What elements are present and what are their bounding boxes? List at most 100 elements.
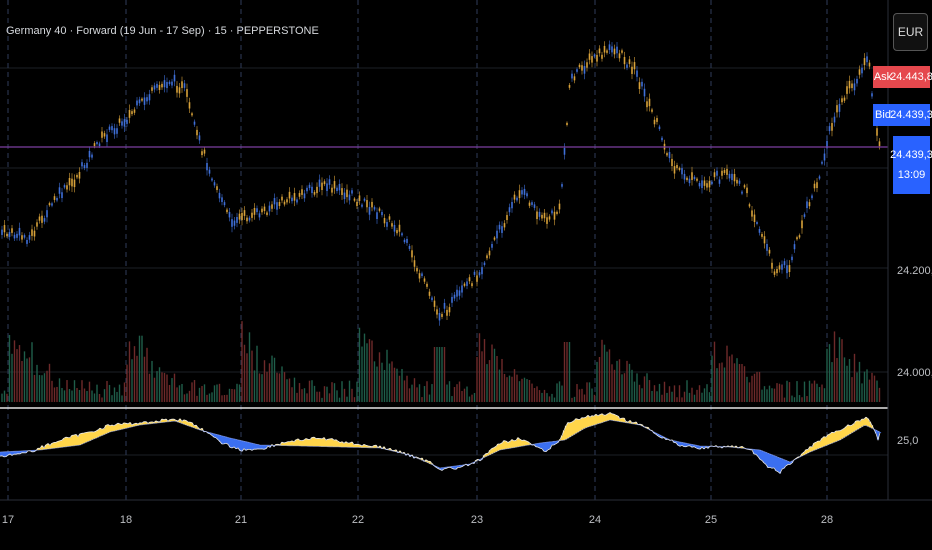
volume-bar <box>153 377 156 402</box>
volume-bar <box>401 368 403 402</box>
volume-bar <box>321 397 323 402</box>
price-candle-body <box>133 109 136 113</box>
price-candle-body <box>68 178 71 186</box>
price-candle-body <box>738 180 741 184</box>
volume-bar <box>396 368 398 402</box>
price-candle-body <box>446 309 448 316</box>
price-candle-body <box>586 62 588 68</box>
price-candle-body <box>611 46 613 53</box>
price-candle-body <box>56 197 58 201</box>
price-candle-body <box>83 165 86 169</box>
volume-bar <box>451 396 453 402</box>
price-candle-body <box>653 119 656 125</box>
volume-bar <box>513 369 516 402</box>
price-candle-body <box>141 98 143 101</box>
volume-bar <box>703 388 706 402</box>
price-candles <box>1 40 881 326</box>
volume-bar <box>571 397 573 402</box>
volume-bar <box>178 385 181 402</box>
volume-bar <box>1 393 3 402</box>
price-candle-body <box>796 237 798 240</box>
price-candle-body <box>633 62 636 70</box>
price-candle-body <box>861 67 863 74</box>
price-candle-body <box>578 64 581 68</box>
volume-bar <box>463 388 466 402</box>
price-candle-body <box>388 216 391 220</box>
price-candle-body <box>331 187 333 193</box>
volume-bar <box>111 395 113 402</box>
price-candle-body <box>783 261 786 266</box>
price-candle-body <box>428 291 431 296</box>
price-candle-body <box>118 118 121 123</box>
volume-bar <box>258 373 261 402</box>
price-candle-body <box>391 223 393 227</box>
volume-bar <box>373 361 376 402</box>
volume-bar <box>706 384 708 402</box>
volume-bar <box>391 361 393 402</box>
price-candle-body <box>518 190 521 199</box>
price-candle-body <box>448 307 451 313</box>
volume-bar <box>126 364 128 402</box>
price-candle-body <box>706 183 708 188</box>
volume-bar <box>876 380 878 402</box>
volume-bar <box>601 339 603 402</box>
volume-bar <box>528 379 531 402</box>
price-candle-body <box>728 173 731 179</box>
price-candle-body <box>86 162 88 168</box>
volume-bar <box>296 392 298 402</box>
volume-bar <box>146 347 148 402</box>
volume-bar <box>461 391 463 402</box>
volume-bar <box>16 349 18 402</box>
price-candle-body <box>643 88 646 97</box>
price-candle-body <box>821 161 823 164</box>
volume-bar <box>168 384 171 402</box>
volume-bar <box>366 343 368 402</box>
price-candle-body <box>71 178 73 187</box>
volume-bar <box>33 374 36 402</box>
price-candle-body <box>543 212 546 219</box>
volume-bar <box>191 382 193 402</box>
price-candle-body <box>791 256 793 261</box>
price-candle-body <box>813 183 816 189</box>
volume-bar <box>193 380 196 402</box>
volume-bar <box>836 358 838 402</box>
volume-bar <box>263 360 266 402</box>
price-candle-body <box>743 185 746 188</box>
price-candle-body <box>846 86 848 94</box>
price-candle-body <box>333 181 336 189</box>
grid <box>0 0 888 500</box>
volume-bar <box>818 387 821 402</box>
volume-bar <box>96 384 98 402</box>
price-candle-body <box>458 290 461 296</box>
price-candle-body <box>601 54 603 59</box>
volume-bar <box>568 342 571 402</box>
price-candle-body <box>91 154 93 158</box>
volume-bar <box>803 381 806 402</box>
volume-bar <box>38 375 41 402</box>
volume-bar <box>608 349 611 402</box>
volume-bar <box>753 373 756 402</box>
price-candle-body <box>251 212 253 218</box>
volume-bar <box>783 397 786 402</box>
volume-bar <box>166 374 168 402</box>
volume-bar <box>243 344 246 402</box>
volume-bar <box>673 385 676 402</box>
price-candle-body <box>558 203 561 210</box>
volume-bar <box>341 381 343 402</box>
volume-bar <box>231 388 233 402</box>
price-candle-body <box>421 273 423 277</box>
price-candle-body <box>211 178 213 181</box>
price-candle-body <box>163 80 166 88</box>
price-candle-body <box>588 53 591 60</box>
volume-bar <box>483 339 486 402</box>
volume-bar <box>596 361 598 402</box>
currency-button[interactable]: EUR <box>893 13 928 51</box>
volume-bar <box>853 353 856 402</box>
price-candle-body <box>166 81 168 89</box>
volume-bar <box>316 391 318 402</box>
price-candle-body <box>828 126 831 132</box>
price-candle-body <box>461 285 463 293</box>
volume-bar <box>363 333 366 402</box>
price-candle-body <box>356 201 358 207</box>
